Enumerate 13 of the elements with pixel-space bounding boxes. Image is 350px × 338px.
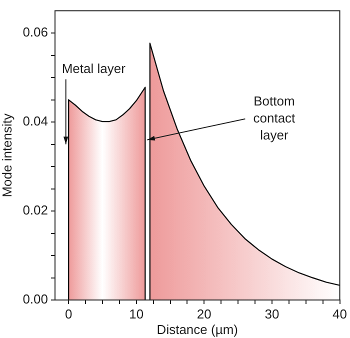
x-tick-label: 0 [64,306,72,322]
x-tick-label: 30 [264,306,280,322]
y-tick-label: 0.00 [22,292,48,307]
x-tick-label: 40 [332,306,348,322]
y-tick-label: 0.02 [22,202,48,218]
x-tick-label: 10 [129,306,144,322]
y-tick-label: 0.06 [22,24,48,40]
annotation: Metal layer [62,60,126,76]
y-axis-title: Mode intensity [0,112,14,198]
x-axis-title: Distance (µm) [156,322,238,337]
y-tick-label: 0.04 [22,114,48,129]
x-tick-label: 20 [196,306,212,322]
annotation: Bottom contact layer [253,93,296,142]
